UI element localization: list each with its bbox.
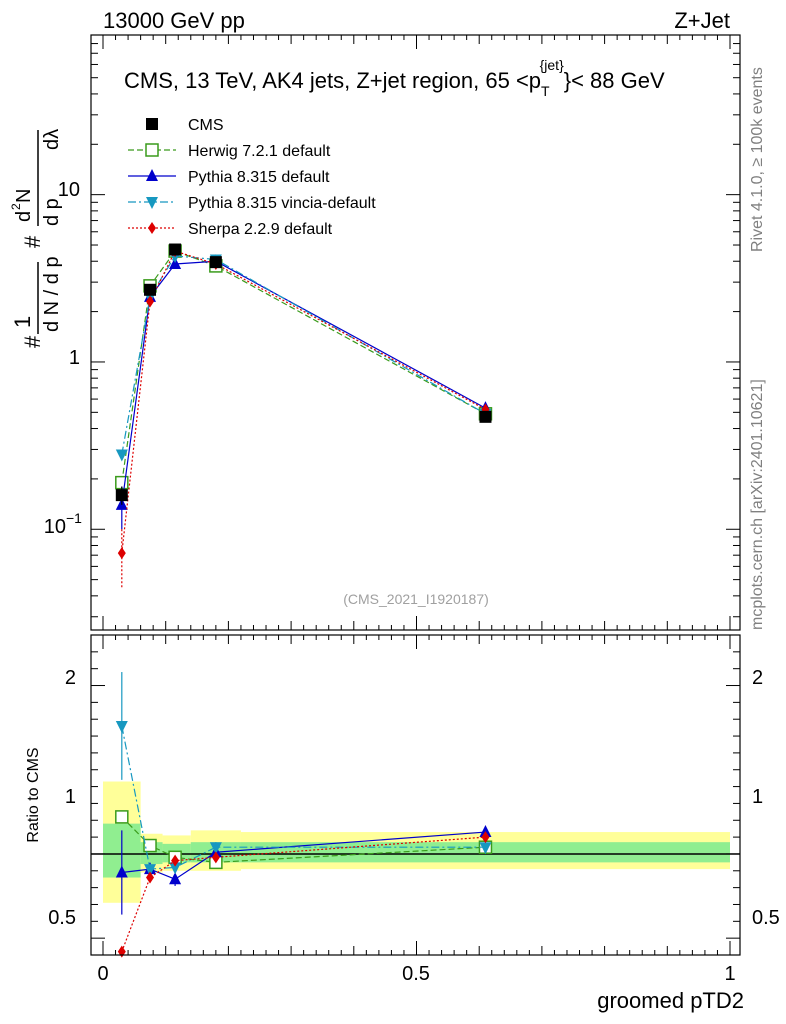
legend-item: Pythia 8.315 vincia-default bbox=[128, 195, 376, 212]
legend-label: Pythia 8.315 default bbox=[188, 169, 330, 186]
ratio-ylabel: Ratio to CMS bbox=[25, 747, 42, 842]
ratio-ytick-2-right: 2 bbox=[752, 667, 763, 689]
ratio-ytick-2: 2 bbox=[65, 667, 76, 689]
data-point bbox=[479, 825, 492, 838]
svg-text:2: 2 bbox=[9, 203, 23, 210]
svg-text:d N / d p: d N / d p bbox=[41, 256, 63, 332]
header-left: 13000 GeV pp bbox=[103, 8, 245, 33]
series-line bbox=[121, 250, 486, 554]
data-point bbox=[209, 256, 222, 269]
xtick-1: 1 bbox=[724, 963, 735, 985]
svg-text:d: d bbox=[13, 211, 35, 222]
xlabel: groomed pTD2 bbox=[597, 988, 744, 1013]
legend-label: Herwig 7.2.1 default bbox=[188, 143, 331, 160]
series-cms bbox=[115, 243, 492, 505]
data-point bbox=[143, 838, 157, 853]
data-point bbox=[171, 854, 180, 867]
rivet-label: Rivet 4.1.0, ≥ 100k events bbox=[749, 67, 766, 252]
series-herwig-7-2-1-default bbox=[115, 244, 493, 490]
svg-text:N: N bbox=[13, 189, 35, 203]
data-point bbox=[115, 449, 128, 462]
data-point bbox=[211, 851, 220, 864]
series-line bbox=[121, 250, 486, 483]
header-right: Z+Jet bbox=[674, 8, 730, 33]
title-sup: {jet} bbox=[540, 57, 564, 73]
data-point bbox=[115, 720, 128, 733]
ratio-ytick-1: 1 bbox=[65, 786, 76, 808]
ytick-1: 1 bbox=[69, 347, 80, 369]
data-point bbox=[117, 547, 126, 560]
ratio-ytick-0p5: 0.5 bbox=[48, 907, 76, 929]
legend-item: CMS bbox=[146, 117, 224, 134]
legend-label: Sherpa 2.2.9 default bbox=[188, 221, 333, 238]
series-pythia-8-315-vincia-default bbox=[115, 250, 492, 462]
svg-text:d p: d p bbox=[41, 198, 63, 226]
data-point bbox=[115, 810, 129, 824]
ratio-ticks bbox=[91, 634, 740, 956]
title-sub: T bbox=[541, 83, 550, 99]
data-point bbox=[479, 410, 492, 423]
data-point bbox=[146, 169, 158, 181]
legend: CMS Herwig 7.2.1 default Pythia 8.315 defa… bbox=[128, 117, 376, 238]
mcplots-label: mcplots.cern.ch [arXiv:2401.10621] bbox=[749, 379, 766, 630]
data-point bbox=[169, 872, 182, 885]
data-point bbox=[169, 257, 182, 270]
main-ticks bbox=[91, 34, 740, 630]
ytick-10: 10 bbox=[58, 179, 80, 201]
ytick-0p1: 10 bbox=[44, 516, 66, 538]
data-point bbox=[481, 831, 490, 844]
series-pythia-8-315-default bbox=[115, 254, 492, 530]
legend-item: Pythia 8.315 default bbox=[128, 169, 330, 186]
legend-item: Sherpa 2.2.9 default bbox=[128, 221, 333, 238]
data-point bbox=[117, 945, 126, 958]
title-prefix: CMS, 13 TeV, AK4 jets, Z+jet region, 65 … bbox=[124, 68, 541, 93]
xtick-0p5: 0.5 bbox=[402, 963, 430, 985]
data-point bbox=[144, 864, 157, 877]
data-point bbox=[146, 295, 155, 308]
ratio-ytick-0p5-right: 0.5 bbox=[752, 907, 780, 929]
legend-label: CMS bbox=[188, 117, 224, 134]
series-line bbox=[121, 255, 486, 455]
series-sherpa-2-2-9-default bbox=[117, 245, 490, 589]
data-point bbox=[115, 489, 128, 502]
svg-text:#: # bbox=[20, 335, 45, 348]
data-point bbox=[146, 197, 158, 209]
ratio-panel: 2 1 0.5 2 1 0.5 Ratio to CMS 0 0.5 1 gro… bbox=[25, 634, 780, 1013]
chart-title: CMS, 13 TeV, AK4 jets, Z+jet region, 65 … bbox=[124, 57, 665, 99]
ytick-0p1-exp: −1 bbox=[66, 510, 82, 526]
main-frame bbox=[90, 34, 741, 631]
ratio-frame bbox=[90, 634, 741, 956]
svg-text:#: # bbox=[20, 235, 45, 248]
data-point bbox=[146, 118, 158, 130]
data-point bbox=[146, 871, 155, 884]
legend-item: Herwig 7.2.1 default bbox=[128, 143, 331, 160]
ratio-series-sherpa-2-2-9-default bbox=[117, 831, 490, 958]
ratio-series-pythia-8-315-vincia-default bbox=[115, 672, 492, 877]
analysis-id: (CMS_2021_I1920187) bbox=[343, 591, 489, 607]
data-point bbox=[169, 862, 182, 875]
title-suffix: }< 88 GeV bbox=[564, 68, 665, 93]
data-point bbox=[169, 243, 182, 256]
data-point bbox=[115, 865, 128, 878]
main-ylabel: # 1 d N / d p # d 2 N d p dλ bbox=[9, 129, 63, 348]
data-point bbox=[148, 222, 156, 234]
legend-label: Pythia 8.315 vincia-default bbox=[188, 195, 376, 212]
data-point bbox=[144, 283, 157, 296]
svg-text:1: 1 bbox=[10, 316, 35, 328]
svg-text:dλ: dλ bbox=[41, 129, 63, 150]
xtick-0: 0 bbox=[97, 963, 108, 985]
data-point bbox=[209, 842, 222, 855]
main-panel: CMS, 13 TeV, AK4 jets, Z+jet region, 65 … bbox=[9, 34, 741, 631]
ratio-ytick-1-right: 1 bbox=[752, 786, 763, 808]
data-point bbox=[479, 842, 492, 855]
ratio-series-pythia-8-315-default bbox=[115, 825, 492, 915]
data-point bbox=[145, 143, 159, 157]
